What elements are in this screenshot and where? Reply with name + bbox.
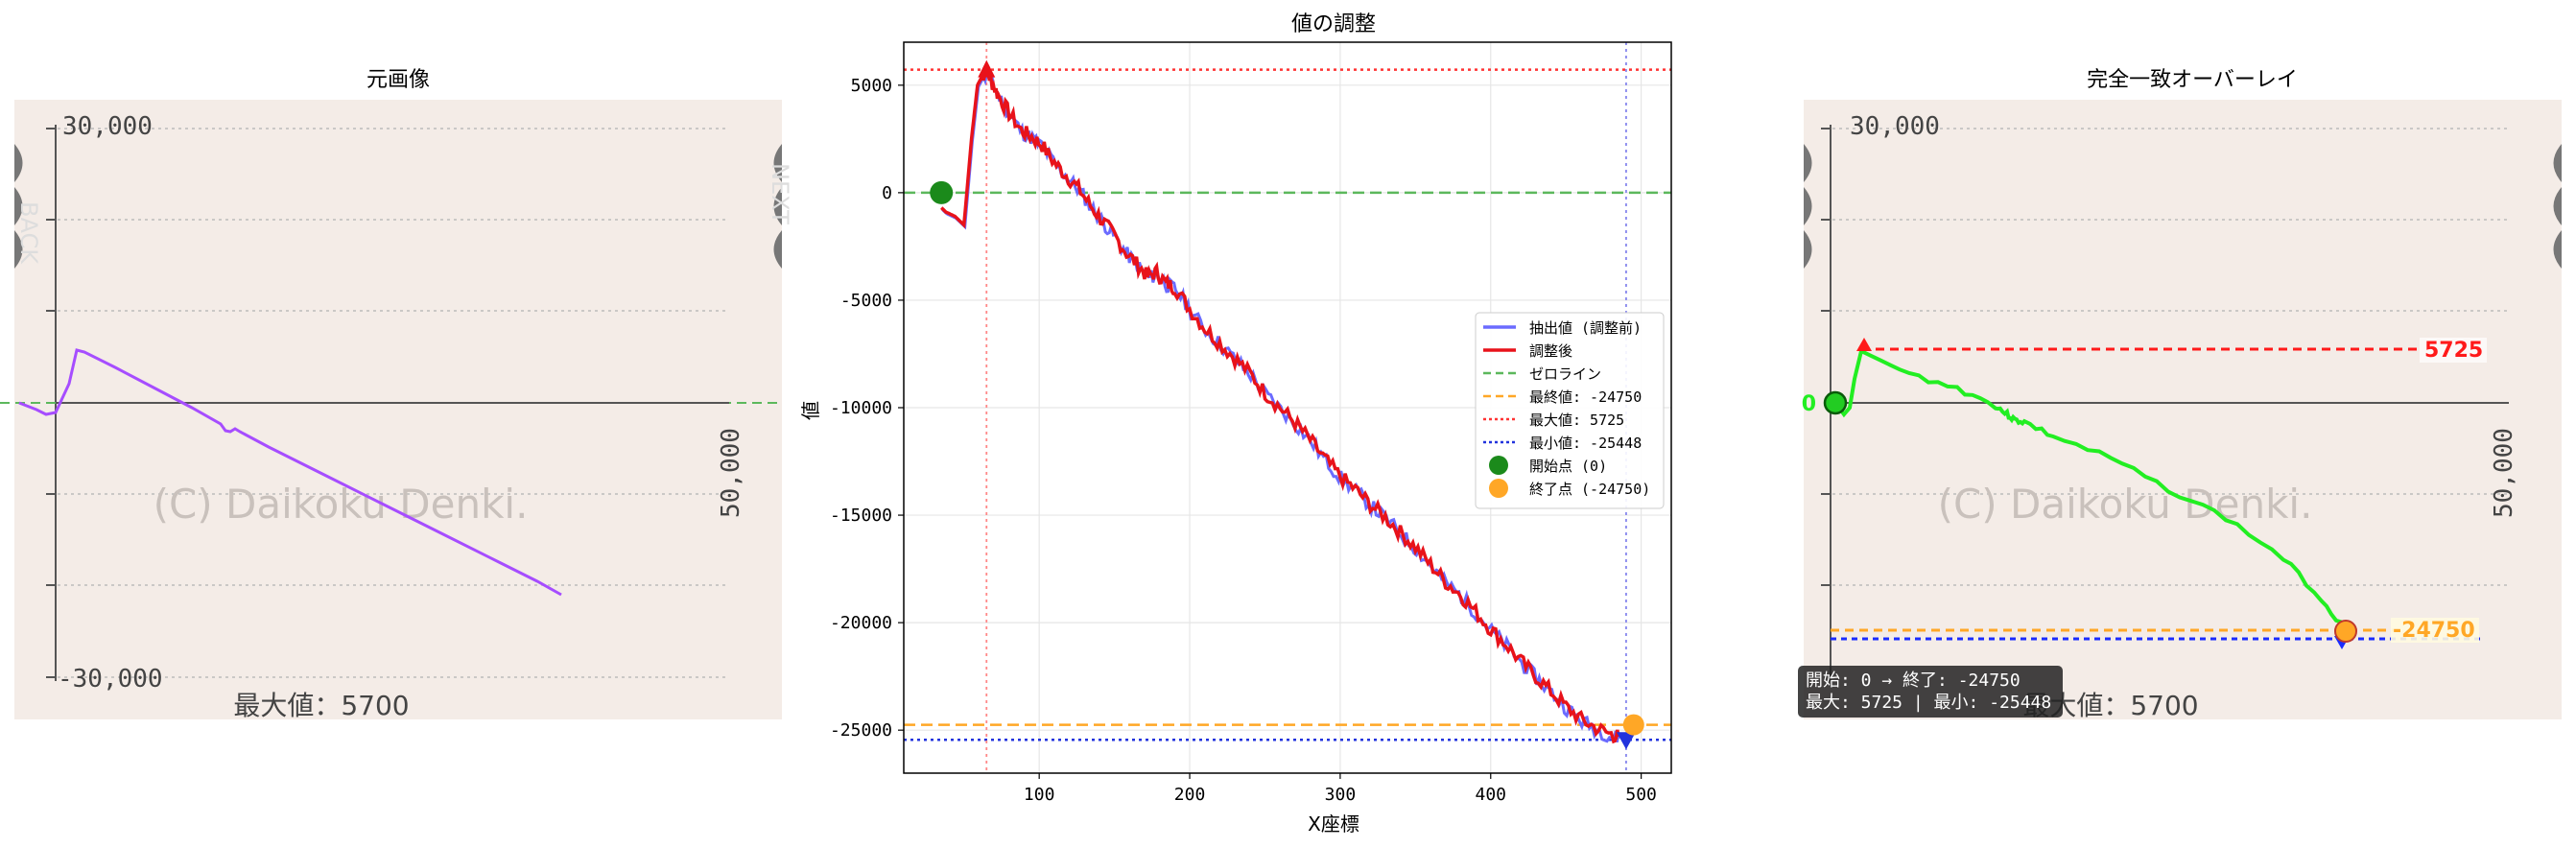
y-tick-label: -15000 <box>830 506 892 526</box>
series-adjusted-line <box>940 64 1620 744</box>
overlay-next-button-shape <box>2553 144 2562 269</box>
original-image-background <box>14 100 782 719</box>
overlay-end-marker <box>2334 620 2357 643</box>
original-y-bottom-label: -30,000 <box>58 665 163 694</box>
panel-overlay: 完全一致オーバーレイ 30,000 50,000 (C) Daikoku Den… <box>1798 68 2562 721</box>
overlay-start-marker <box>1823 390 1848 415</box>
y-tick-label: 0 <box>882 183 892 203</box>
x-tick-label: 500 <box>1625 785 1657 805</box>
original-gridlines <box>58 128 729 678</box>
y-tick-label: -25000 <box>830 720 892 741</box>
min-point-marker <box>1616 732 1636 750</box>
panel-adjusted: 値の調整 100 200 300 400 500 5000 0 -5000 -10000 -150… <box>799 12 1672 835</box>
panel-original: 元画像 BACK NEXT 30,000 -30,000 50,000 (C) … <box>0 68 793 721</box>
adjusted-tick-labels: 100 200 300 400 500 5000 0 -5000 -10000 -15000 -20… <box>830 76 1657 805</box>
original-right-axis-label: 50,000 <box>717 428 745 518</box>
overlay-right-axis-label: 50,000 <box>2490 428 2518 518</box>
overlay-max-label-bg <box>2420 338 2487 363</box>
legend-swatch <box>1489 479 1508 498</box>
panel-overlay-title: 完全一致オーバーレイ <box>2087 68 2298 92</box>
next-button-shape <box>773 144 782 269</box>
overlay-final-label: -24750 <box>2393 619 2475 643</box>
original-y-top-label: 30,000 <box>62 112 153 141</box>
legend-box <box>1475 312 1665 509</box>
panel-adjusted-title: 値の調整 <box>1291 12 1376 36</box>
overlay-watermark: (C) Daikoku Denki. <box>1938 481 2313 528</box>
x-tick-label: 400 <box>1476 785 1507 805</box>
back-button-label: BACK <box>15 201 42 265</box>
original-extracted-line <box>18 348 562 597</box>
end-point-marker <box>1622 714 1644 736</box>
y-tick-label: 5000 <box>851 76 892 96</box>
start-point-marker <box>930 180 954 204</box>
overlay-info-box <box>1798 666 2063 718</box>
overlay-info-line-2: 最大: 5725 | 最小: -25448 <box>1806 693 2051 713</box>
legend-label: 最大値: 5725 <box>1529 412 1624 429</box>
max-point-marker <box>978 59 996 78</box>
back-button-shape <box>14 144 23 269</box>
legend-label: 最終値: -24750 <box>1529 388 1642 406</box>
x-tick-label: 100 <box>1024 785 1055 805</box>
legend-label: 調整後 <box>1529 342 1572 360</box>
panel-original-title: 元画像 <box>366 68 430 92</box>
y-tick-label: -5000 <box>840 291 892 311</box>
overlay-max-marker <box>1856 338 1872 351</box>
overlay-final-label-bg <box>2391 618 2479 643</box>
legend-label: 開始点 (0) <box>1529 458 1607 475</box>
adjusted-markers <box>930 59 1644 750</box>
original-watermark: (C) Daikoku Denki. <box>154 481 529 528</box>
y-tick-label: -20000 <box>830 613 892 633</box>
legend-label: ゼロライン <box>1529 365 1601 383</box>
overlay-y-ticks <box>1821 128 1831 586</box>
adjusted-y-axis-label: 値 <box>799 401 822 420</box>
next-button-label: NEXT <box>767 163 793 224</box>
overlay-y-top-label: 30,000 <box>1850 112 1940 141</box>
legend-label: 抽出値 (調整前) <box>1529 319 1642 337</box>
y-tick-label: -10000 <box>830 398 892 418</box>
overlay-image-background <box>1804 100 2562 719</box>
legend-label: 終了点 (-24750) <box>1529 481 1650 498</box>
x-tick-label: 200 <box>1174 785 1206 805</box>
overlay-zero-label: 0 <box>1802 392 1816 416</box>
original-caption: 最大値：5700 <box>233 690 409 721</box>
legend-swatch <box>1489 456 1508 475</box>
legend-label: 最小値: -25448 <box>1529 435 1642 452</box>
overlay-back-button-shape <box>1804 144 1812 269</box>
overlay-matched-line <box>1833 348 2348 631</box>
overlay-info-line-1: 開始: 0 → 終了: -24750 <box>1806 671 2021 691</box>
adjusted-x-axis-label: X座標 <box>1308 812 1359 835</box>
x-tick-label: 300 <box>1325 785 1357 805</box>
overlay-max-label: 5725 <box>2424 339 2483 363</box>
adjusted-reference-lines <box>904 42 1671 773</box>
